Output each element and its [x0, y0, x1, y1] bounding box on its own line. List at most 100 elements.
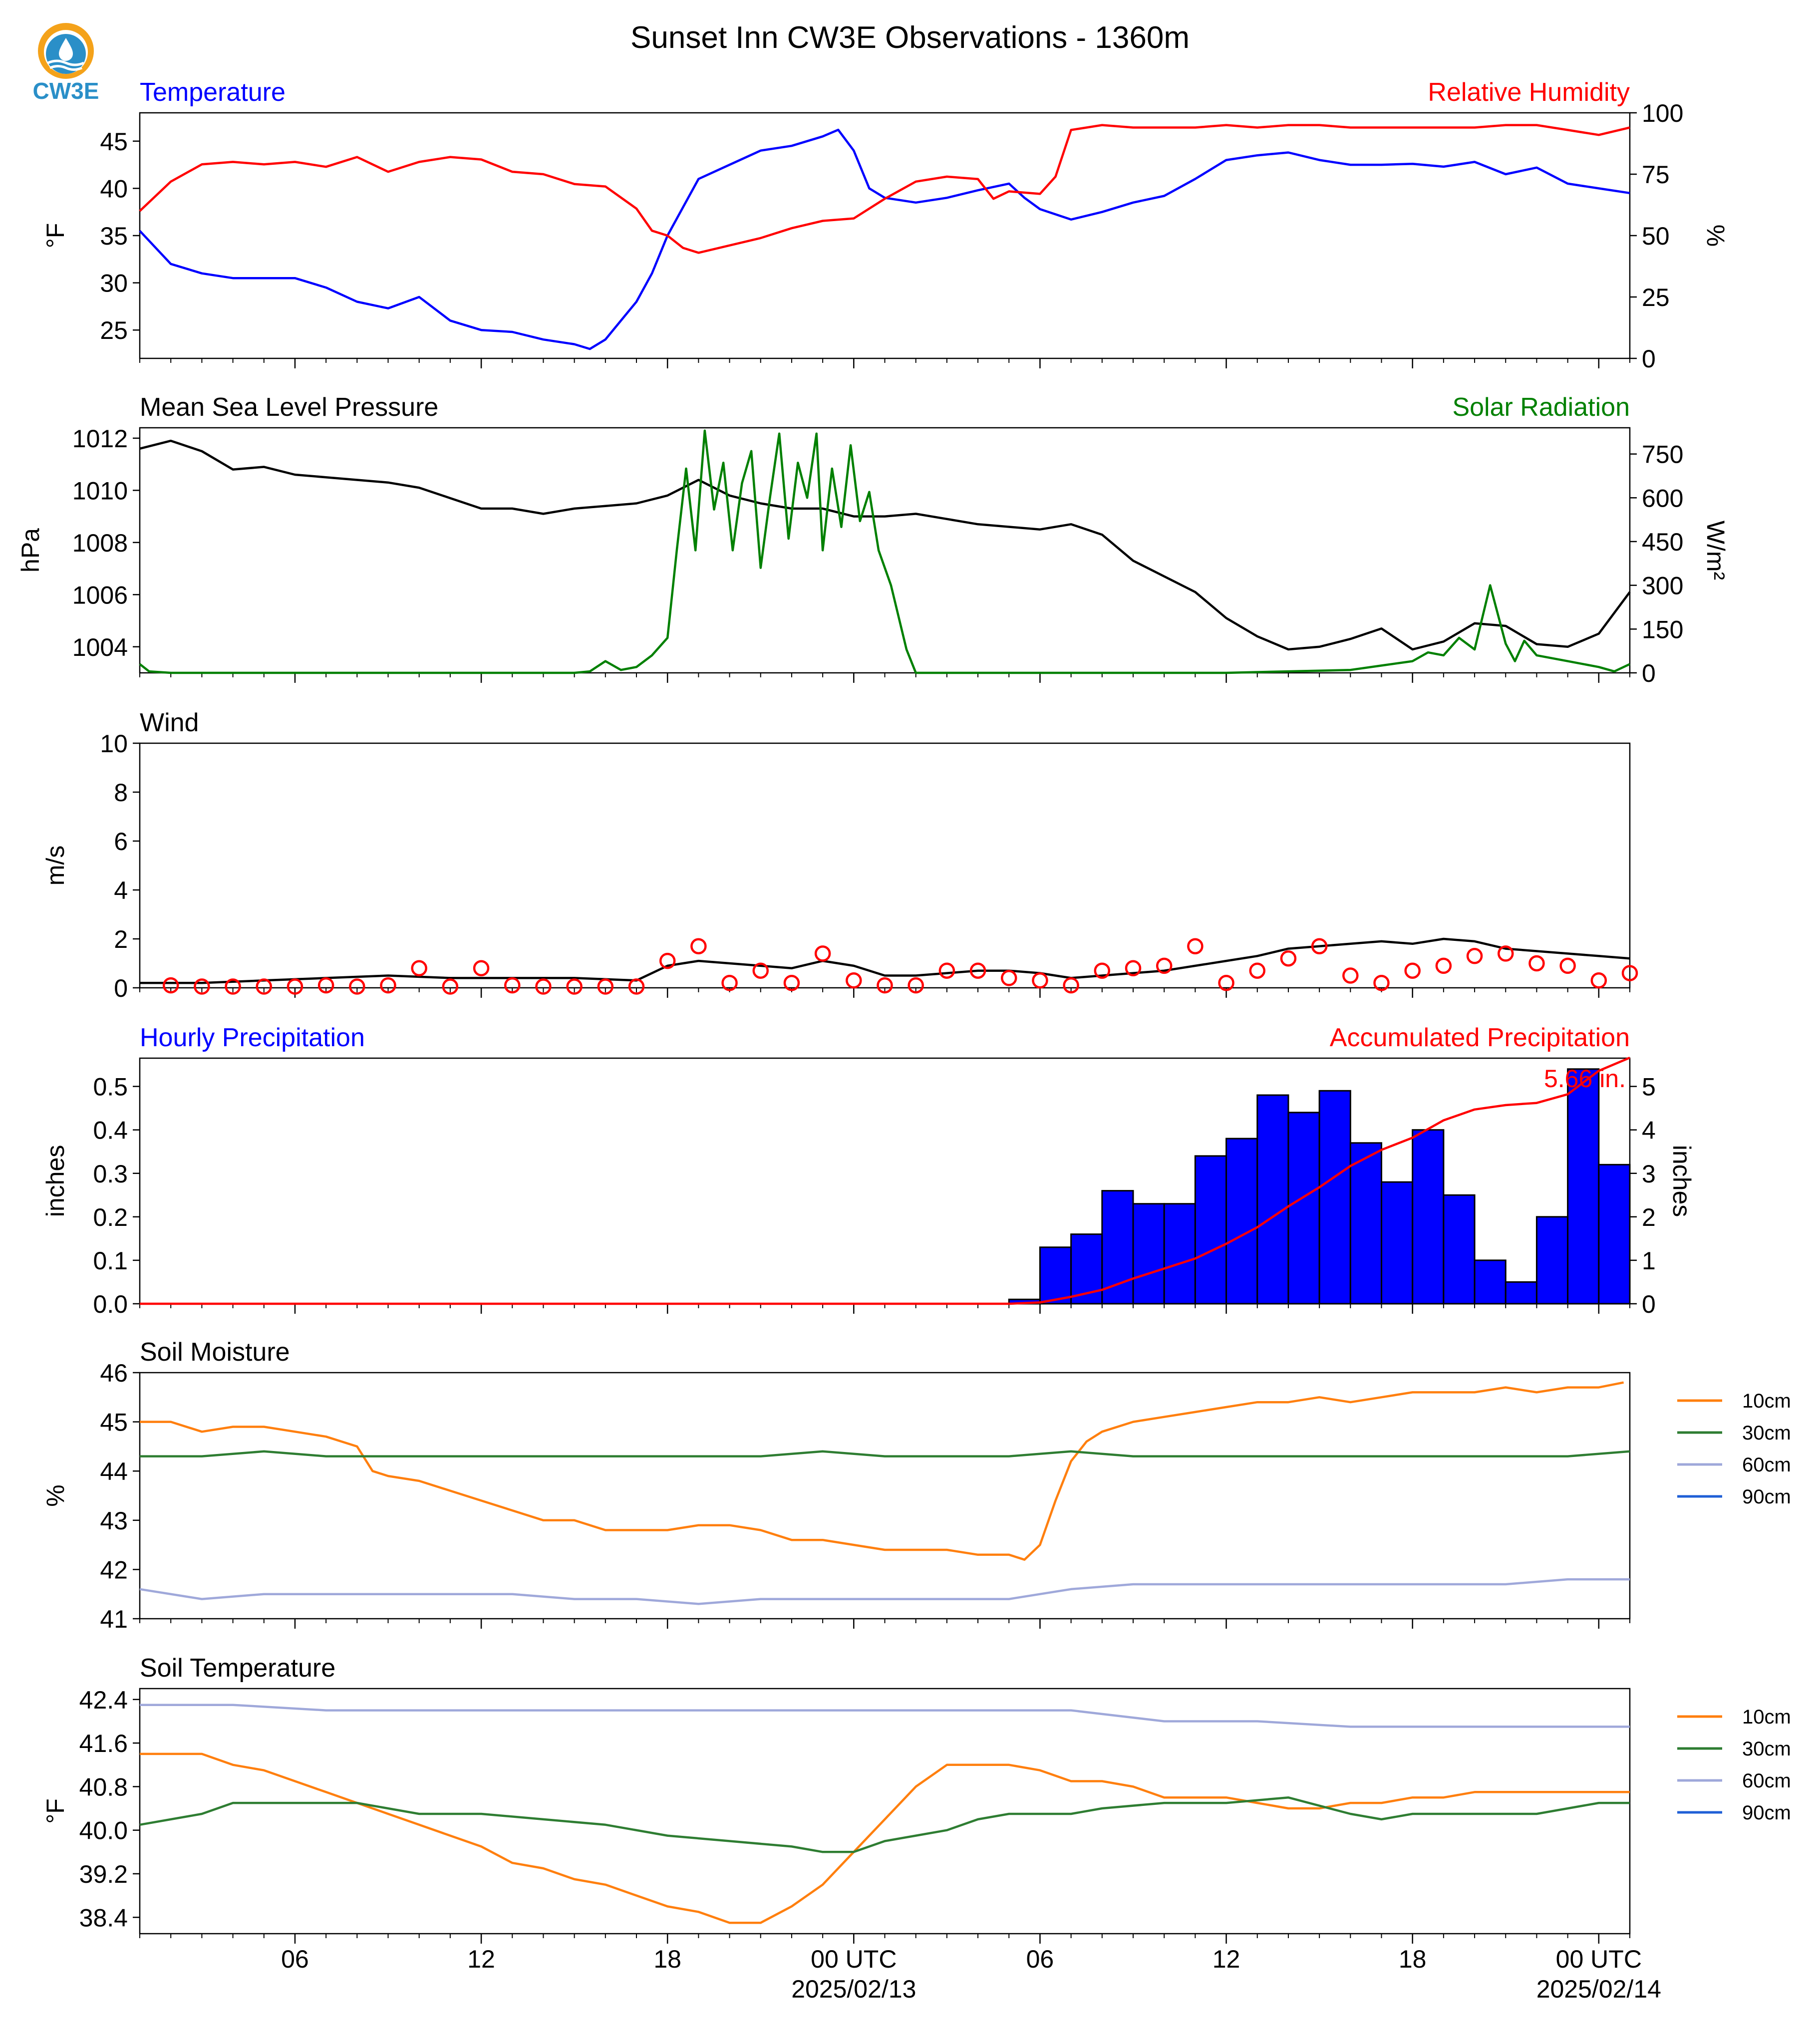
y-tick-label-left: 30: [100, 270, 128, 297]
y-tick-label-left: 0.3: [93, 1160, 128, 1188]
precip-bar: [1225, 1138, 1258, 1305]
y-tick-label-left: 2: [114, 925, 128, 953]
y-tick-label-right: 2: [1642, 1203, 1656, 1231]
wind-gust-marker: [908, 977, 924, 994]
wind-gust-marker: [1218, 974, 1234, 991]
cw3e-logo: CW3E: [31, 19, 101, 104]
accumulated-total-label: 5.66 in.: [1544, 1065, 1626, 1093]
precip-bar: [1598, 1163, 1631, 1305]
wind-gust-marker: [225, 978, 241, 995]
precip-bar: [1349, 1142, 1382, 1305]
wind-gust-marker: [1311, 938, 1328, 954]
panel-title-right: Solar Radiation: [1452, 393, 1630, 422]
series-wind: [140, 937, 1630, 984]
y-tick-label-right: 50: [1642, 222, 1670, 250]
wind-gust-marker: [659, 952, 676, 969]
plot-frame: [139, 1372, 1631, 1620]
wind-gust-marker: [597, 978, 614, 995]
wind-gust-marker: [969, 962, 986, 979]
wind-gust-marker: [1094, 962, 1111, 979]
wind-gust-marker: [938, 962, 955, 979]
y-tick-label-right: 1: [1642, 1247, 1656, 1275]
y-axis-label-left: m/s: [41, 846, 69, 886]
plot-frame: [139, 112, 1631, 359]
y-tick-label-left: 39.2: [79, 1860, 128, 1888]
series-relative-humidity: [139, 124, 1630, 254]
wind-gust-marker: [1342, 967, 1359, 984]
wind-gust-marker: [1590, 972, 1607, 989]
wind-gust-marker: [628, 978, 645, 995]
y-tick-label-left: 40.8: [79, 1773, 128, 1801]
wind-gust-marker: [1435, 957, 1452, 974]
y-tick-label-right: 3: [1642, 1160, 1656, 1188]
wind-gust-marker: [752, 962, 769, 979]
y-tick-label-left: 46: [100, 1359, 128, 1387]
series-mean-sea-level-pressure: [139, 439, 1631, 651]
y-tick-label-left: 0: [114, 974, 128, 1002]
y-tick-label-left: 0.0: [93, 1290, 128, 1318]
y-tick-label-right: 300: [1642, 572, 1683, 600]
wind-gust-marker: [1001, 970, 1017, 986]
y-tick-label-left: 38.4: [79, 1904, 128, 1932]
y-axis-label-left: °F: [41, 1798, 69, 1824]
y-tick-label-right: 4: [1642, 1117, 1656, 1145]
wind-gust-marker: [814, 945, 831, 962]
legend-label-30cm: 30cm: [1742, 1422, 1791, 1444]
y-tick-label-right: 75: [1642, 161, 1670, 189]
y-axis-label-right: inches: [1668, 1145, 1696, 1217]
wind-gust-marker: [1125, 960, 1142, 977]
wind-gust-marker: [287, 978, 303, 995]
series-60cm: [140, 1704, 1630, 1728]
precip-bar: [1101, 1190, 1134, 1305]
logo-text: CW3E: [33, 78, 99, 104]
y-tick-label-left: 1004: [72, 633, 128, 661]
wind-gust-marker: [1032, 972, 1048, 989]
precip-bar: [1535, 1216, 1569, 1305]
y-tick-label-left: 1008: [72, 529, 128, 557]
wind-gust-marker: [504, 977, 521, 994]
y-tick-label-left: 0.2: [93, 1203, 128, 1231]
wind-gust-marker: [1280, 950, 1297, 967]
legend-label-60cm: 60cm: [1742, 1454, 1791, 1476]
x-tick-label: 06: [281, 1945, 309, 1973]
precip-bar: [1381, 1181, 1414, 1305]
wind-gust-marker: [877, 977, 893, 994]
legend: 10cm 30cm 60cm 90cm: [1677, 1390, 1791, 1508]
y-tick-label-left: 0.1: [93, 1247, 128, 1275]
wind-gust-marker: [721, 974, 738, 991]
wind-gust-marker: [256, 978, 272, 995]
wind-gust-marker: [380, 977, 396, 994]
wind-gust-marker: [1249, 962, 1265, 979]
panel-title-left: Hourly Precipitation: [140, 1023, 365, 1052]
wind-gust-marker: [1528, 955, 1545, 972]
x-tick-label: 18: [653, 1945, 681, 1973]
precip-bar: [1505, 1281, 1537, 1305]
y-tick-label-right: 150: [1642, 615, 1683, 643]
wind-gust-marker: [1621, 965, 1638, 981]
series-solar-radiation: [139, 429, 1630, 674]
series-60cm: [139, 1578, 1630, 1605]
precip-bar: [1070, 1233, 1103, 1305]
y-tick-label-left: 44: [100, 1457, 128, 1485]
plot-frame: [139, 1688, 1631, 1935]
x-tick-label: 00 UTC: [1556, 1945, 1642, 1973]
series-temperature: [139, 128, 1630, 350]
panel-title-left: Mean Sea Level Pressure: [140, 393, 438, 422]
legend-label-10cm: 10cm: [1742, 1390, 1791, 1412]
precip-bar: [1412, 1129, 1445, 1305]
panel-title-right: Relative Humidity: [1428, 78, 1630, 107]
legend-label-90cm: 90cm: [1742, 1802, 1791, 1824]
y-tick-label-right: 100: [1642, 99, 1683, 127]
precip-bar: [1567, 1068, 1600, 1305]
panel-title-left: Soil Moisture: [140, 1338, 290, 1367]
chart-panel-precip: Hourly Precipitation Accumulated Precipit…: [41, 1023, 1696, 1318]
x-tick-date: 2025/02/13: [791, 1975, 916, 2003]
chart-panel-wind: Wind 0 2 4 6 8 10 m/s: [41, 708, 1638, 1002]
series-30cm: [139, 1796, 1630, 1853]
wind-gust-marker: [1187, 938, 1204, 954]
y-tick-label-right: 5: [1642, 1073, 1656, 1101]
y-tick-label-right: 600: [1642, 484, 1683, 512]
legend-label-90cm: 90cm: [1742, 1486, 1791, 1508]
precip-bar: [1474, 1259, 1507, 1305]
logo-drop-icon: [59, 38, 73, 61]
